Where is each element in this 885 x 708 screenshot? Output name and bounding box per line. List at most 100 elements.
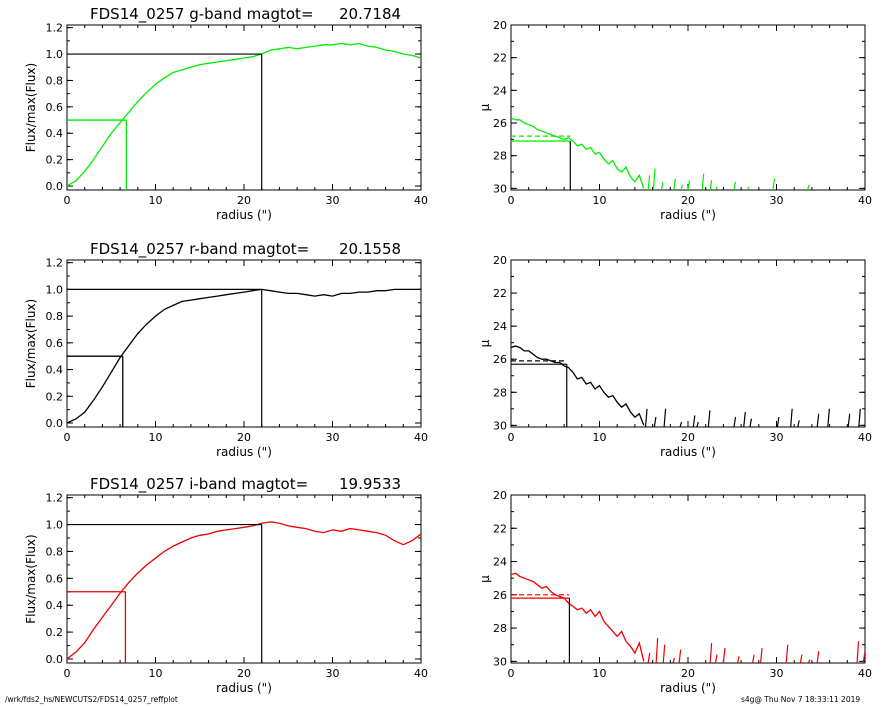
x-axis-label: radius (") [660, 208, 716, 222]
noise-spike [862, 652, 865, 663]
noise-spike [797, 420, 800, 427]
plot-frame [510, 494, 866, 664]
y-tick-label: 1.2 [46, 257, 64, 270]
noise-spike [653, 416, 657, 427]
x-axis-label: radius (") [216, 208, 272, 222]
y-tick-label: 28 [493, 386, 507, 399]
y-tick-label: 0.2 [46, 154, 64, 167]
y-tick-label: 0.6 [46, 101, 64, 114]
y-tick-label: 0.8 [46, 310, 64, 323]
y-tick-label: 0.0 [46, 180, 64, 193]
noise-spike [687, 180, 691, 190]
y-axis-label: Flux/max(Flux) [24, 534, 38, 623]
y-tick-label: 26 [493, 117, 507, 130]
panel-title: FDS14_0257 r-band magtot= [90, 240, 309, 259]
profile-line [511, 117, 645, 189]
y-tick-label: 30 [493, 182, 507, 195]
x-tick-label: 0 [64, 667, 71, 680]
profile-line [511, 572, 645, 662]
x-tick-label: 30 [326, 194, 340, 207]
profile-line [67, 521, 421, 660]
y-tick-label: 26 [493, 353, 507, 366]
chart-panel-5: 0 10 20 30 40 0.0 0.2 0.4 0.6 0.8 1.0 1.2 radius (")… [24, 475, 428, 695]
x-tick-label: 10 [593, 194, 607, 207]
noise-spike [847, 413, 851, 427]
y-tick-label: 1.0 [46, 283, 64, 296]
x-axis-label: radius (") [660, 445, 716, 459]
y-tick-label: 1.2 [46, 22, 64, 35]
noise-spike [647, 175, 651, 190]
plot-frame [66, 259, 422, 428]
x-tick-label: 0 [64, 194, 71, 207]
x-tick-label: 10 [593, 667, 607, 680]
noise-spike [858, 408, 861, 427]
y-tick-label: 20 [493, 489, 507, 502]
x-tick-label: 20 [681, 667, 695, 680]
x-tick-label: 40 [858, 667, 872, 680]
noise-spike [660, 181, 664, 190]
x-tick-label: 40 [414, 667, 428, 680]
y-tick-label: 1.0 [46, 519, 64, 532]
noise-spike [790, 408, 793, 427]
chart-panel-4: 0 10 20 30 40 20 22 24 26 28 30 radius (") µ [478, 254, 872, 459]
x-tick-label: 0 [508, 431, 515, 444]
y-tick-label: 22 [493, 287, 507, 300]
y-tick-label: 28 [493, 622, 507, 635]
x-tick-label: 0 [508, 667, 515, 680]
x-tick-label: 30 [326, 667, 340, 680]
y-tick-label: 0.4 [46, 127, 64, 140]
noise-spike [714, 186, 718, 190]
noise-spike [644, 408, 648, 427]
noise-spike [776, 416, 780, 427]
x-tick-label: 30 [770, 667, 784, 680]
plot-frame [510, 24, 866, 191]
file-path-label: /wrk/fds2_hs/NEWCUTS2/FDS14_0257_reffplo… [5, 695, 178, 704]
noise-spike [806, 184, 810, 190]
noise-spike [678, 649, 682, 663]
noise-spike [749, 418, 753, 427]
y-tick-label: 20 [493, 254, 507, 267]
panel-title: FDS14_0257 i-band magtot= [90, 475, 308, 494]
noise-spike [672, 657, 676, 663]
noise-spike [856, 641, 860, 663]
magtot-value: 19.9533 [339, 475, 401, 493]
x-tick-label: 40 [414, 194, 428, 207]
y-tick-label: 30 [493, 655, 507, 668]
x-tick-label: 20 [681, 194, 695, 207]
x-tick-label: 0 [508, 194, 515, 207]
noise-spike [759, 647, 763, 663]
noise-spike [733, 416, 737, 427]
noise-spike [662, 644, 666, 663]
x-tick-label: 40 [858, 194, 872, 207]
plot-frame [66, 24, 422, 191]
y-tick-label: 0.2 [46, 626, 64, 639]
noise-spike [807, 659, 811, 663]
plot-frame [510, 259, 866, 428]
profile-line [67, 288, 421, 424]
noise-spike [816, 413, 820, 427]
y-tick-label: 0.4 [46, 364, 64, 377]
x-tick-label: 20 [237, 194, 251, 207]
noise-spike [827, 408, 830, 427]
x-tick-label: 30 [770, 194, 784, 207]
x-tick-label: 10 [149, 431, 163, 444]
noise-spike [736, 656, 740, 663]
x-axis-label: radius (") [660, 681, 716, 695]
y-tick-label: 28 [493, 150, 507, 163]
x-axis-label: radius (") [216, 445, 272, 459]
y-axis-label: µ [478, 575, 492, 583]
noise-spike [673, 178, 676, 190]
noise-spike [709, 180, 713, 190]
noise-spike [680, 184, 683, 190]
x-tick-label: 40 [414, 431, 428, 444]
noise-spike [647, 652, 651, 663]
timestamp-label: s4g@ Thu Nov 7 18:33:11 2019 [741, 695, 861, 704]
noise-spike [655, 638, 659, 663]
x-tick-label: 20 [237, 431, 251, 444]
noise-spike [722, 647, 726, 663]
y-tick-label: 22 [493, 522, 507, 535]
y-tick-label: 0.6 [46, 572, 64, 585]
x-axis-label: radius (") [216, 681, 272, 695]
data-layer [511, 117, 810, 190]
